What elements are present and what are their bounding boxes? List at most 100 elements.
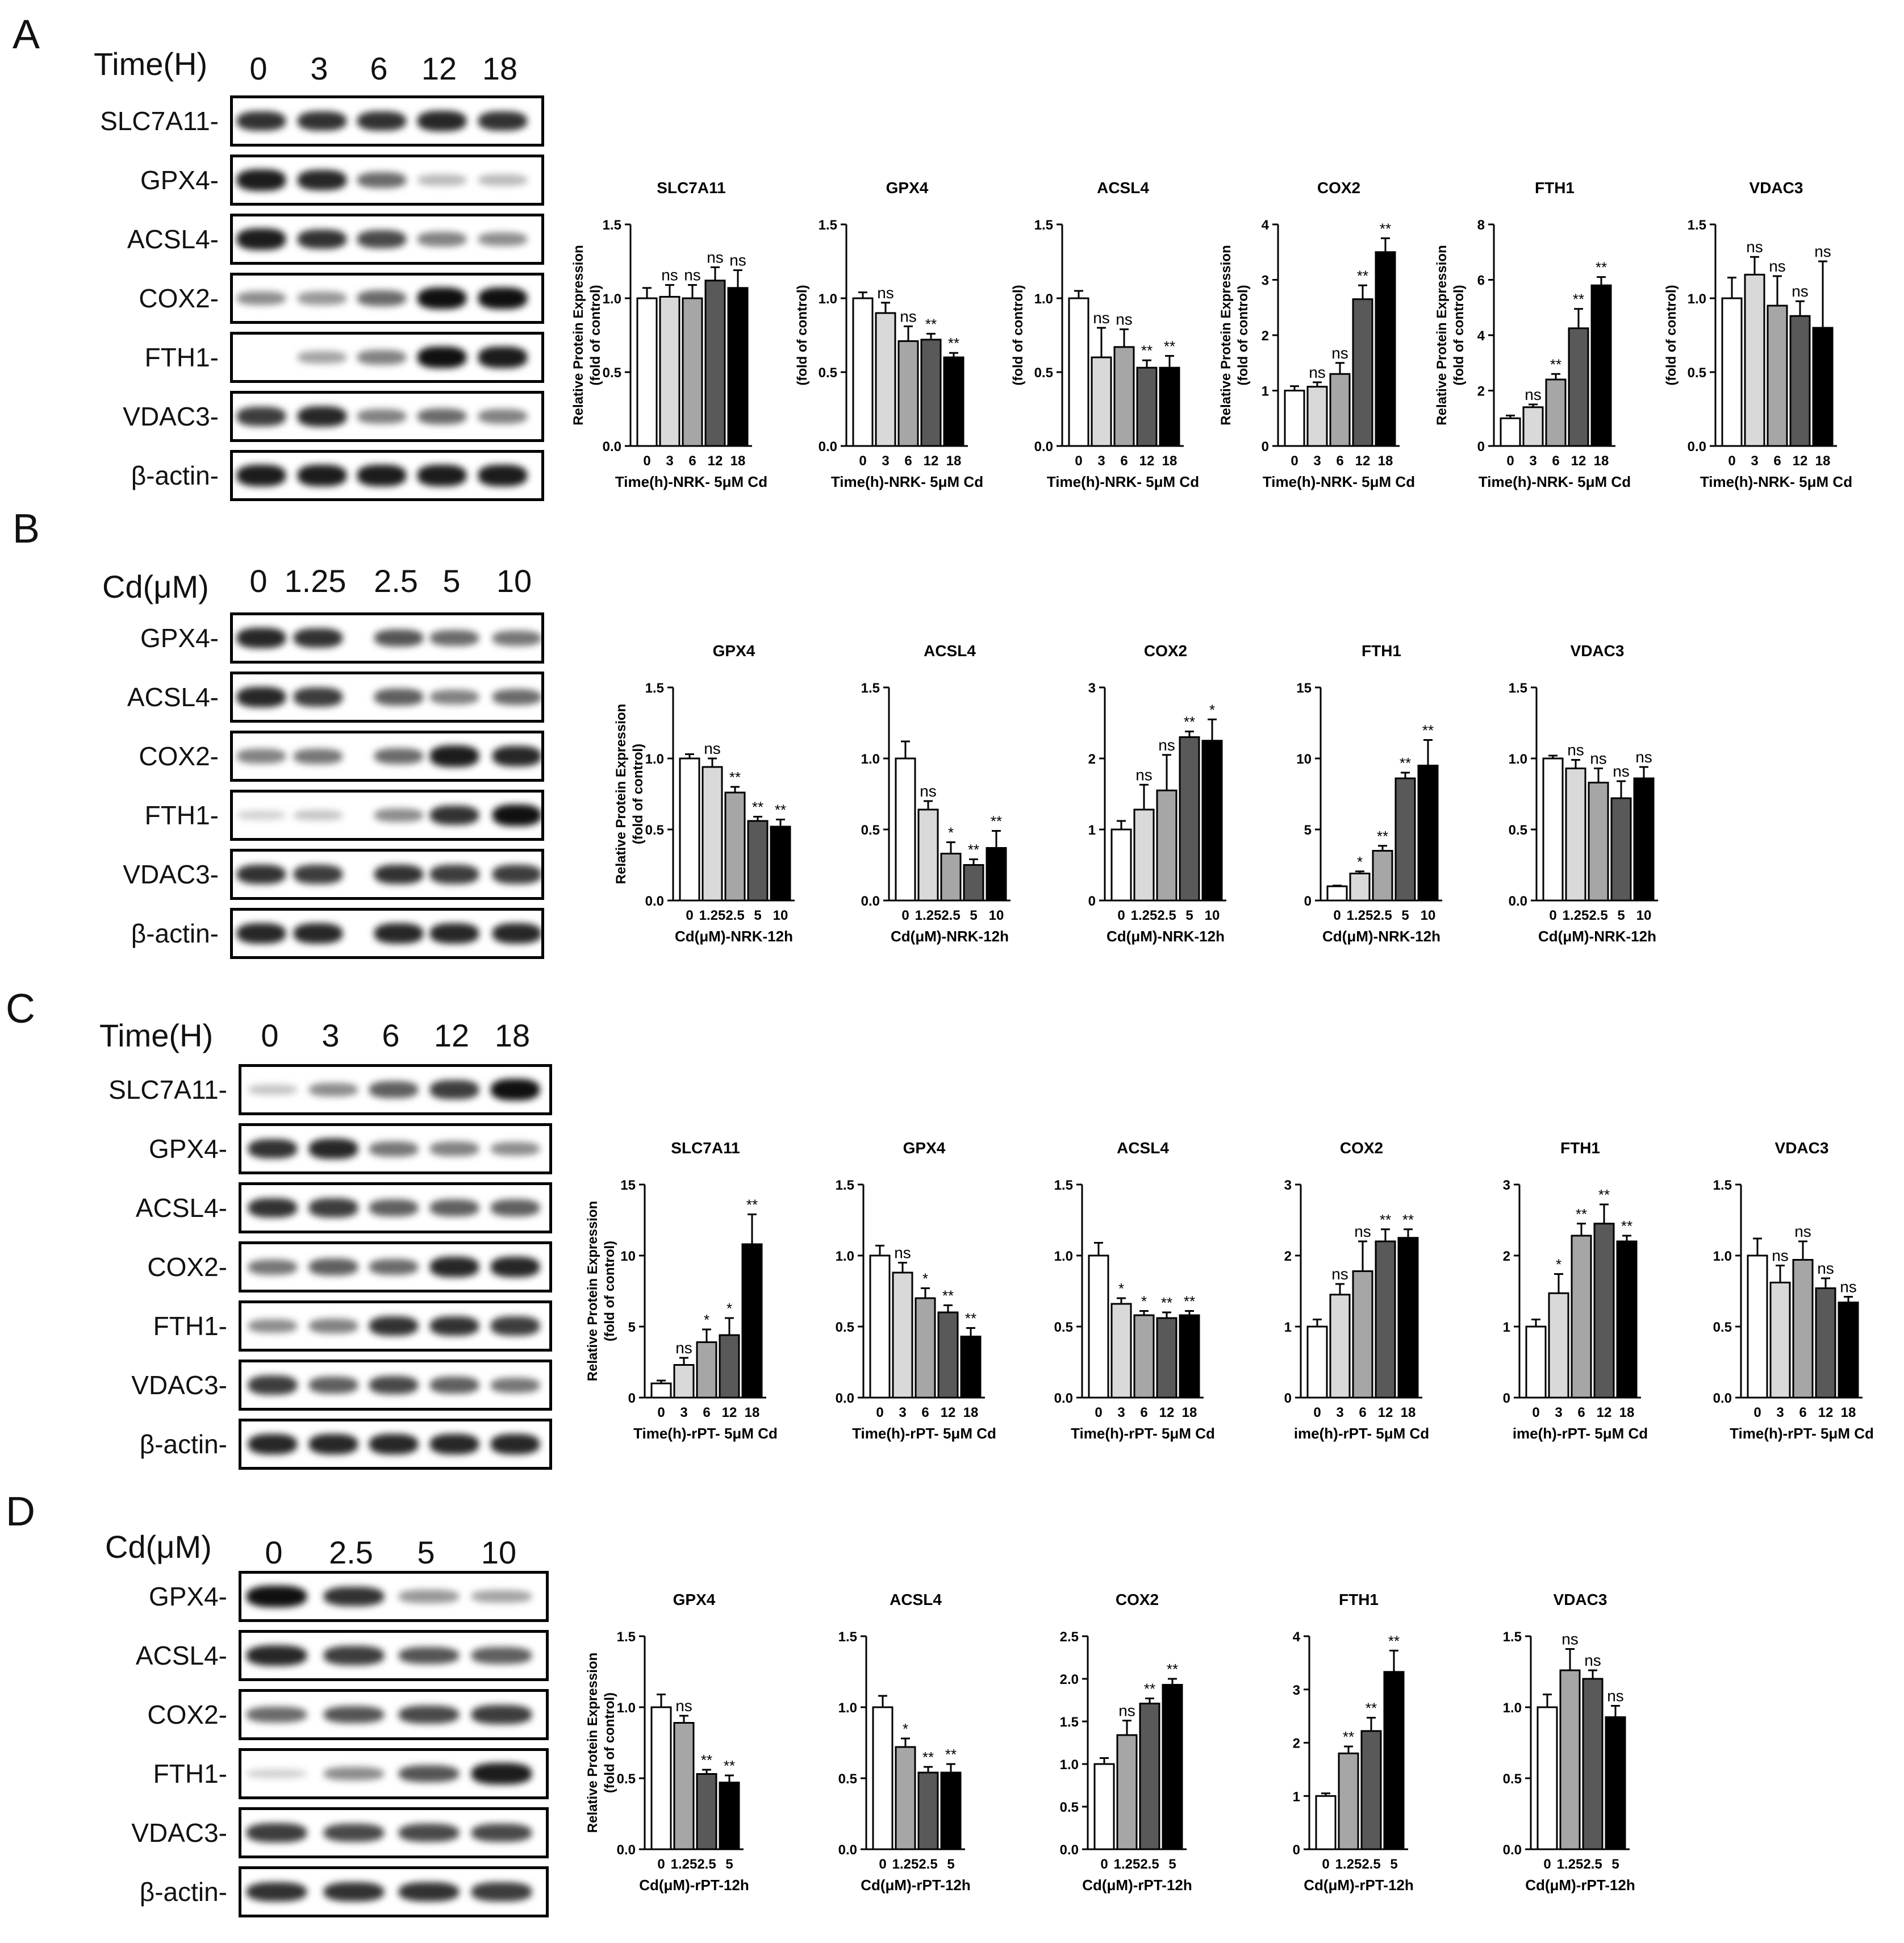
- x-tick-label: 6: [1336, 453, 1343, 469]
- bar: [650, 1706, 672, 1850]
- x-tick-label: 3: [666, 453, 673, 469]
- x-axis-label: Cd(μM)-NRK-12h: [891, 928, 1009, 945]
- protein-band: [471, 1763, 532, 1784]
- x-tick-label: 18: [963, 1405, 979, 1420]
- y-tick-label: 0.5: [1054, 1320, 1073, 1335]
- western-blot-strip: [230, 273, 544, 324]
- y-axis-label: (fold of control): [1011, 285, 1026, 385]
- x-axis-label: Time(h)-NRK- 5μM Cd: [1700, 473, 1852, 490]
- bar: [727, 287, 749, 447]
- protein-band: [297, 351, 347, 364]
- protein-band: [308, 1433, 358, 1455]
- y-tick-label: 0.5: [1688, 365, 1706, 381]
- western-blot-strip: [239, 1182, 552, 1233]
- significance-label: ns: [729, 252, 746, 269]
- blot-lane-header: Time(H): [99, 1018, 214, 1053]
- x-tick-label: 5: [1617, 908, 1625, 923]
- x-tick-label: 12: [1818, 1405, 1834, 1420]
- bar-chart-D-vdac3: VDAC3 0.0 0.5 1.0 1.5 0 ns 1.25 ns 2.5 ns 5 Cd(μM)-r…: [1503, 1591, 1635, 1894]
- y-tick-label: 1: [1503, 1320, 1510, 1335]
- y-tick-label: 0.5: [1060, 1800, 1079, 1815]
- blot-label: β-actin-: [131, 461, 219, 490]
- blot-label: SLC7A11-: [108, 1075, 227, 1104]
- protein-band: [248, 1433, 298, 1455]
- protein-band: [478, 347, 528, 368]
- y-tick-label: 4: [1477, 328, 1485, 344]
- significance-label: *: [948, 824, 954, 841]
- significance-label: **: [1144, 1681, 1155, 1698]
- protein-band: [429, 1080, 479, 1099]
- y-tick-label: 0: [1503, 1391, 1510, 1406]
- y-tick-label: 0.5: [603, 365, 621, 381]
- y-axis-label: Relative Protein Expression (fold of cont…: [585, 1653, 617, 1833]
- significance-label: ns: [1354, 1223, 1371, 1240]
- x-tick-label: 1.25: [671, 1857, 698, 1872]
- significance-label: ns: [1814, 243, 1831, 260]
- y-tick-label: 1.0: [836, 1249, 854, 1264]
- bar: [1068, 297, 1089, 447]
- x-tick-label: 3: [1776, 1405, 1784, 1420]
- significance-label: ns: [675, 1697, 692, 1715]
- significance-label: **: [724, 1757, 735, 1774]
- x-tick-label: 1.25: [1347, 908, 1373, 923]
- bar: [872, 1706, 893, 1850]
- y-tick-label: 10: [1296, 752, 1312, 767]
- x-tick-label: 5: [1390, 1857, 1397, 1872]
- protein-band: [293, 865, 343, 884]
- y-tick-label: 2: [1503, 1249, 1510, 1264]
- y-tick-label: 0.5: [1503, 1771, 1522, 1787]
- protein-band: [357, 350, 407, 365]
- y-tick-label: 1.0: [1688, 291, 1706, 307]
- y-tick-label: 1.5: [1054, 1178, 1073, 1193]
- chart-title: GPX4: [713, 642, 755, 660]
- bar: [1792, 1259, 1814, 1399]
- western-blot-strip: [239, 1571, 549, 1622]
- panel-letter: D: [6, 1489, 35, 1535]
- protein-band: [398, 1590, 460, 1603]
- protein-band: [478, 287, 528, 310]
- y-tick-label: 0.5: [1034, 365, 1053, 381]
- bar: [1349, 873, 1371, 902]
- y-tick-label: 0.0: [1713, 1391, 1732, 1406]
- protein-band: [293, 687, 343, 707]
- bar: [679, 757, 700, 902]
- x-axis-label: Cd(μM)-NRK-12h: [1322, 928, 1440, 945]
- significance-label: ns: [704, 740, 721, 757]
- bar: [917, 808, 939, 902]
- protein-band: [248, 1139, 298, 1159]
- y-tick-label: 1.0: [1503, 1700, 1522, 1716]
- chart-title: SLC7A11: [657, 179, 725, 197]
- x-tick-label: 6: [1799, 1405, 1806, 1420]
- y-tick-label: 3: [1293, 1683, 1300, 1698]
- bar: [696, 1341, 717, 1399]
- y-tick-label: 0.0: [838, 1842, 857, 1858]
- y-axis-label: Relative Protein Expression (fold of cont…: [571, 245, 603, 425]
- y-tick-label: 1.0: [838, 1700, 857, 1716]
- protein-band: [429, 1377, 479, 1394]
- y-tick-label: 15: [1296, 681, 1312, 696]
- x-tick-label: 5: [1611, 1857, 1619, 1872]
- western-blot-strip: [239, 1300, 552, 1352]
- bar: [636, 297, 658, 447]
- x-tick-label: 0: [1095, 1405, 1102, 1420]
- bar: [1110, 828, 1132, 902]
- x-axis-label: Cd(μM)-rPT-12h: [1304, 1877, 1414, 1894]
- bar: [1179, 736, 1200, 902]
- y-tick-label: 1.5: [645, 681, 664, 696]
- significance-label: *: [903, 1720, 908, 1737]
- significance-label: ns: [1769, 257, 1786, 275]
- significance-label: ns: [1584, 1652, 1601, 1669]
- x-axis-label: Cd(μM)-NRK-12h: [675, 928, 793, 945]
- protein-band: [246, 1645, 307, 1666]
- protein-band: [429, 1433, 479, 1455]
- y-tick-label: 4: [1262, 218, 1270, 233]
- x-tick-label: 18: [745, 1405, 760, 1420]
- bar: [1394, 777, 1416, 902]
- x-tick-label: 1.25: [1131, 908, 1158, 923]
- y-tick-label: 0.0: [1503, 1842, 1522, 1858]
- y-tick-label: 1.5: [1060, 1715, 1079, 1730]
- protein-band: [323, 1823, 385, 1842]
- lane-label: 0: [261, 1018, 279, 1053]
